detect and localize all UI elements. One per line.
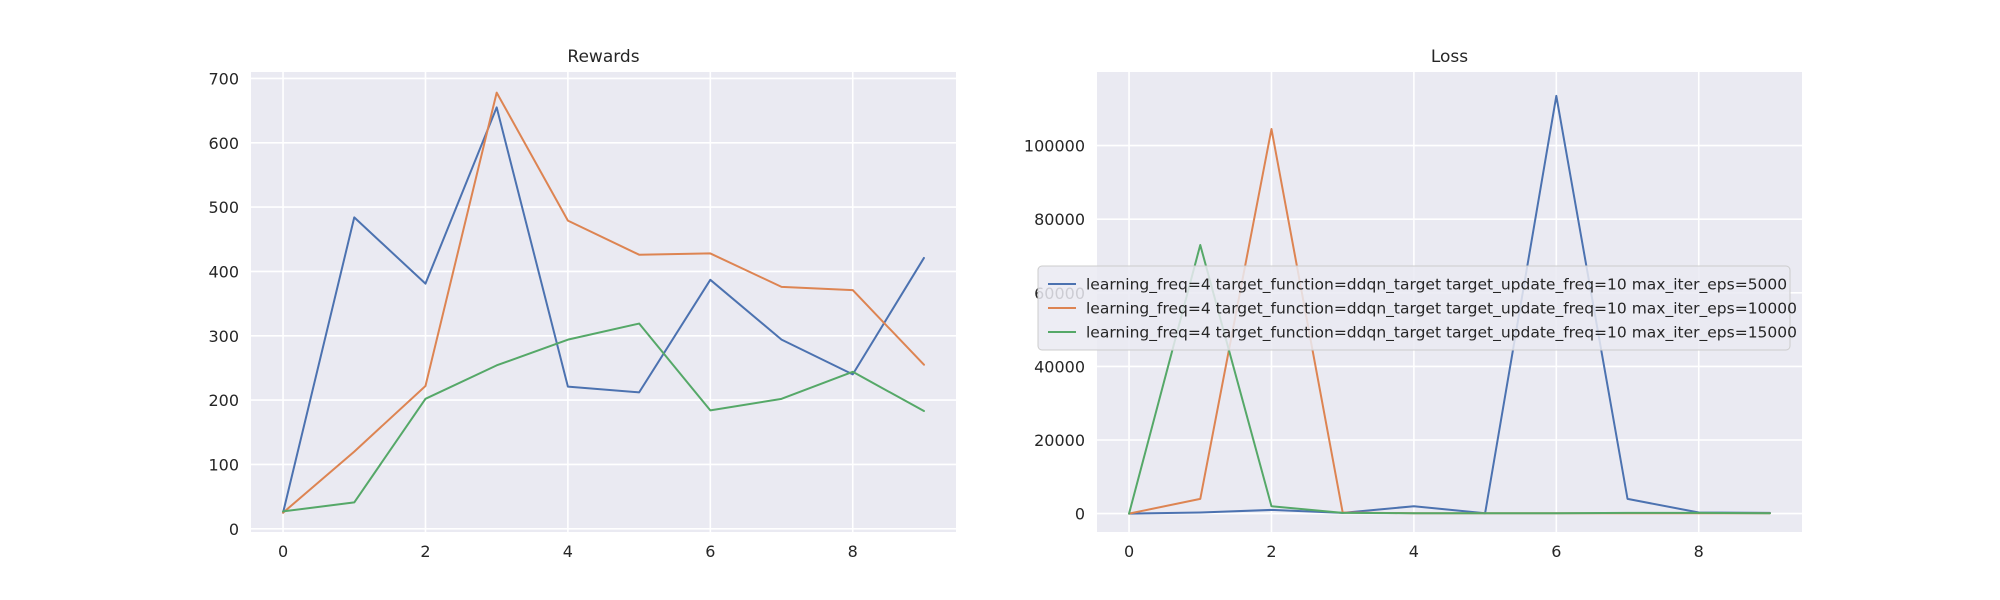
rewards-y-tick-label: 600 xyxy=(208,134,239,153)
loss-chart: 02468020000400006000080000100000Losslear… xyxy=(1024,47,1802,561)
rewards-x-tick-label: 6 xyxy=(705,542,715,561)
loss-chart-title: Loss xyxy=(1431,47,1468,67)
loss-x-tick-label: 8 xyxy=(1694,542,1704,561)
rewards-chart: 0 2 4 6 8 0 100 200 300 400 500 600 700 Rewards xyxy=(208,47,956,561)
loss-series-line-1 xyxy=(1128,94,1771,515)
rewards-x-tick-label: 4 xyxy=(563,542,573,561)
rewards-y-tick-label: 400 xyxy=(208,262,239,281)
rewards-series-line-3 xyxy=(282,322,925,513)
loss-x-tick-label: 4 xyxy=(1409,542,1419,561)
rewards-y-tick-label: 0 xyxy=(229,520,239,539)
legend-frame xyxy=(1037,265,1791,351)
rewards-x-tick-label: 8 xyxy=(848,542,858,561)
loss-y-tick-label: 20000 xyxy=(1034,431,1085,450)
loss-x-tick-label: 0 xyxy=(1124,542,1134,561)
loss-y-tick-label: 100000 xyxy=(1024,137,1085,156)
loss-legend: learning_freq=4 target_function=ddqn_tar… xyxy=(1037,265,1797,351)
loss-x-tick-label: 6 xyxy=(1551,542,1561,561)
rewards-chart-title: Rewards xyxy=(567,47,639,67)
legend-entry-label: learning_freq=4 target_function=ddqn_tar… xyxy=(1086,300,1797,319)
loss-x-tick-label: 2 xyxy=(1266,542,1276,561)
rewards-y-tick-label: 500 xyxy=(208,198,239,217)
rewards-y-tick-label: 200 xyxy=(208,391,239,410)
loss-y-tick-label: 80000 xyxy=(1034,210,1085,229)
loss-y-tick-label: 0 xyxy=(1075,505,1085,524)
rewards-series-line-1 xyxy=(282,106,925,514)
legend-entry-label: learning_freq=4 target_function=ddqn_tar… xyxy=(1086,324,1797,343)
loss-y-tick-label: 40000 xyxy=(1034,357,1085,376)
rewards-x-tick-label: 2 xyxy=(420,542,430,561)
legend-entry-label: learning_freq=4 target_function=ddqn_tar… xyxy=(1086,276,1787,295)
rewards-y-tick-label: 300 xyxy=(208,327,239,346)
loss-series-line-3 xyxy=(1128,243,1771,515)
rewards-plot-area xyxy=(251,72,956,532)
rewards-series-line-2 xyxy=(282,91,925,514)
rewards-y-tick-label: 700 xyxy=(208,69,239,88)
rewards-x-tick-label: 0 xyxy=(278,542,288,561)
rewards-y-tick-label: 100 xyxy=(208,455,239,474)
